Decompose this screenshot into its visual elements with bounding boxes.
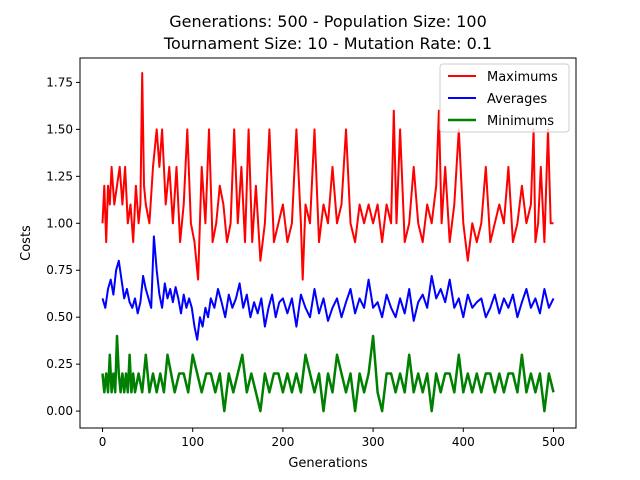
y-tick-label: 0.75 bbox=[46, 263, 73, 277]
legend-box bbox=[439, 63, 570, 133]
chart-title-line1: Generations: 500 - Population Size: 100 bbox=[169, 12, 487, 31]
y-tick-label: 1.00 bbox=[46, 216, 73, 230]
y-tick-label: 1.25 bbox=[46, 169, 73, 183]
legend-label-maximums: Maximums bbox=[487, 70, 558, 85]
legend-label-averages: Averages bbox=[487, 92, 547, 107]
plot-area-frame bbox=[79, 57, 577, 429]
x-tick-label: 0 bbox=[99, 435, 107, 449]
x-tick-label: 200 bbox=[271, 435, 294, 449]
chart-title-line2: Tournament Size: 10 - Mutation Rate: 0.1 bbox=[163, 34, 492, 53]
y-tick-label: 1.75 bbox=[46, 75, 73, 89]
legend: Maximums Averages Minimums bbox=[439, 63, 570, 133]
x-tick-label: 400 bbox=[452, 435, 475, 449]
x-tick-label: 300 bbox=[362, 435, 385, 449]
y-tick-label: 1.50 bbox=[46, 122, 73, 136]
series-line-averages bbox=[101, 235, 555, 341]
x-tick-label: 500 bbox=[542, 435, 565, 449]
x-tick-label: 100 bbox=[181, 435, 204, 449]
x-axis-label: Generations bbox=[288, 456, 368, 471]
y-tick-label: 0.00 bbox=[46, 404, 73, 418]
y-tick-label: 0.25 bbox=[46, 357, 73, 371]
legend-label-minimums: Minimums bbox=[487, 114, 554, 129]
series-line-minimums bbox=[101, 334, 555, 413]
series-line-maximums bbox=[101, 72, 554, 281]
y-tick-label: 0.50 bbox=[46, 310, 73, 324]
y-axis-label: Costs bbox=[19, 225, 34, 261]
